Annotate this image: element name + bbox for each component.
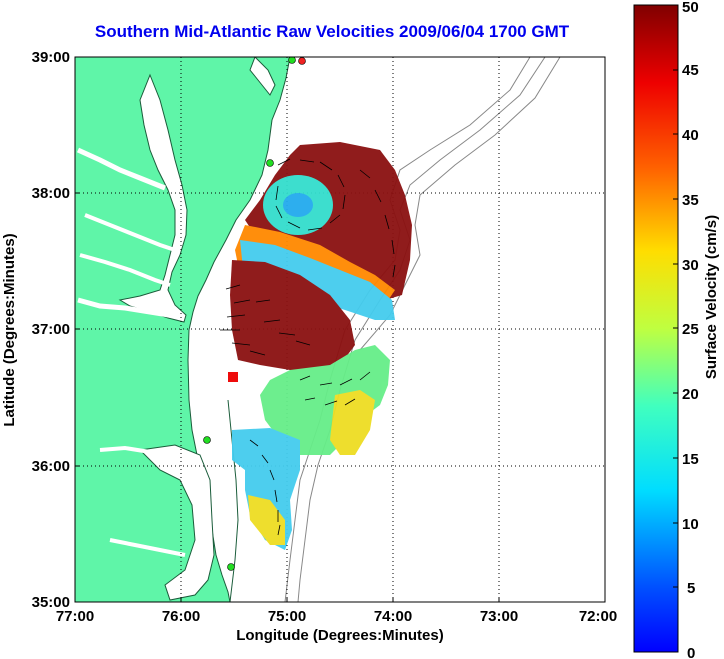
land-mass: [75, 57, 291, 602]
pamlico-sound: [138, 444, 215, 601]
station-marker-1: [266, 159, 274, 167]
x-axis-label: Longitude (Degrees:Minutes): [236, 627, 444, 644]
lon-tick-label: 75:00: [268, 608, 306, 625]
lat-tick-label: 38:00: [32, 185, 70, 202]
bathymetry-contour-3: [359, 57, 561, 351]
lon-tick-label: 76:00: [162, 608, 200, 625]
river-rappahannock: [84, 213, 176, 252]
colorbar-tick-label: 20: [682, 386, 699, 403]
colorbar-tick-label: 45: [682, 62, 699, 79]
colorbar-tick-label: 30: [682, 257, 699, 274]
lon-tick-label: 72:00: [579, 608, 617, 625]
station-marker-red: [298, 57, 306, 65]
colorbar-tick-label: 0: [687, 645, 695, 659]
velocity-patch-tongue-yellow: [248, 495, 285, 545]
lon-tick-label: 74:00: [374, 608, 412, 625]
colorbar-ticks: [673, 4, 678, 588]
current-vectors: [220, 158, 396, 536]
velocity-field: [228, 142, 412, 550]
river-pamlico: [109, 538, 186, 557]
colorbar-tick-label: 5: [687, 580, 695, 597]
velocity-patch-south-yellow: [330, 390, 375, 455]
lat-tick-label: 35:00: [32, 594, 70, 611]
colorbar-tick-label: 40: [682, 127, 699, 144]
delaware-bay: [249, 57, 276, 96]
colorbar-label: Surface Velocity (cm/s): [703, 215, 720, 379]
velocity-patch-red-dot: [228, 372, 238, 382]
station-marker-3: [227, 563, 235, 571]
river-james: [77, 297, 176, 319]
velocity-patch-cyan-band: [240, 240, 395, 320]
lat-tick-label: 39:00: [32, 49, 70, 66]
lon-tick-label: 73:00: [480, 608, 518, 625]
colorbar-tick-label: 50: [682, 0, 699, 16]
chart-title: Southern Mid-Atlantic Raw Velocities 200…: [94, 22, 570, 41]
axis-tick-marks: [75, 192, 500, 602]
colorbar-tick-label: 35: [682, 192, 699, 209]
river-york: [79, 253, 171, 287]
lat-tick-label: 36:00: [32, 458, 70, 475]
velocity-patch-eddy-inner: [283, 193, 313, 217]
river-albemarle: [99, 445, 181, 458]
velocity-patch-south-mixed: [260, 345, 390, 455]
colorbar-tick-label: 25: [682, 321, 699, 338]
river-potomac: [76, 147, 166, 191]
lon-tick-label: 77:00: [56, 608, 94, 625]
station-marker-2: [203, 436, 211, 444]
velocity-patch-south-red: [230, 260, 355, 372]
colorbar: [633, 4, 679, 653]
y-axis-label: Latitude (Degrees:Minutes): [1, 233, 18, 426]
colorbar-tick-label: 10: [682, 516, 699, 533]
lat-tick-label: 37:00: [32, 321, 70, 338]
colorbar-tick-label: 15: [682, 451, 699, 468]
station-marker-4: [288, 57, 296, 64]
